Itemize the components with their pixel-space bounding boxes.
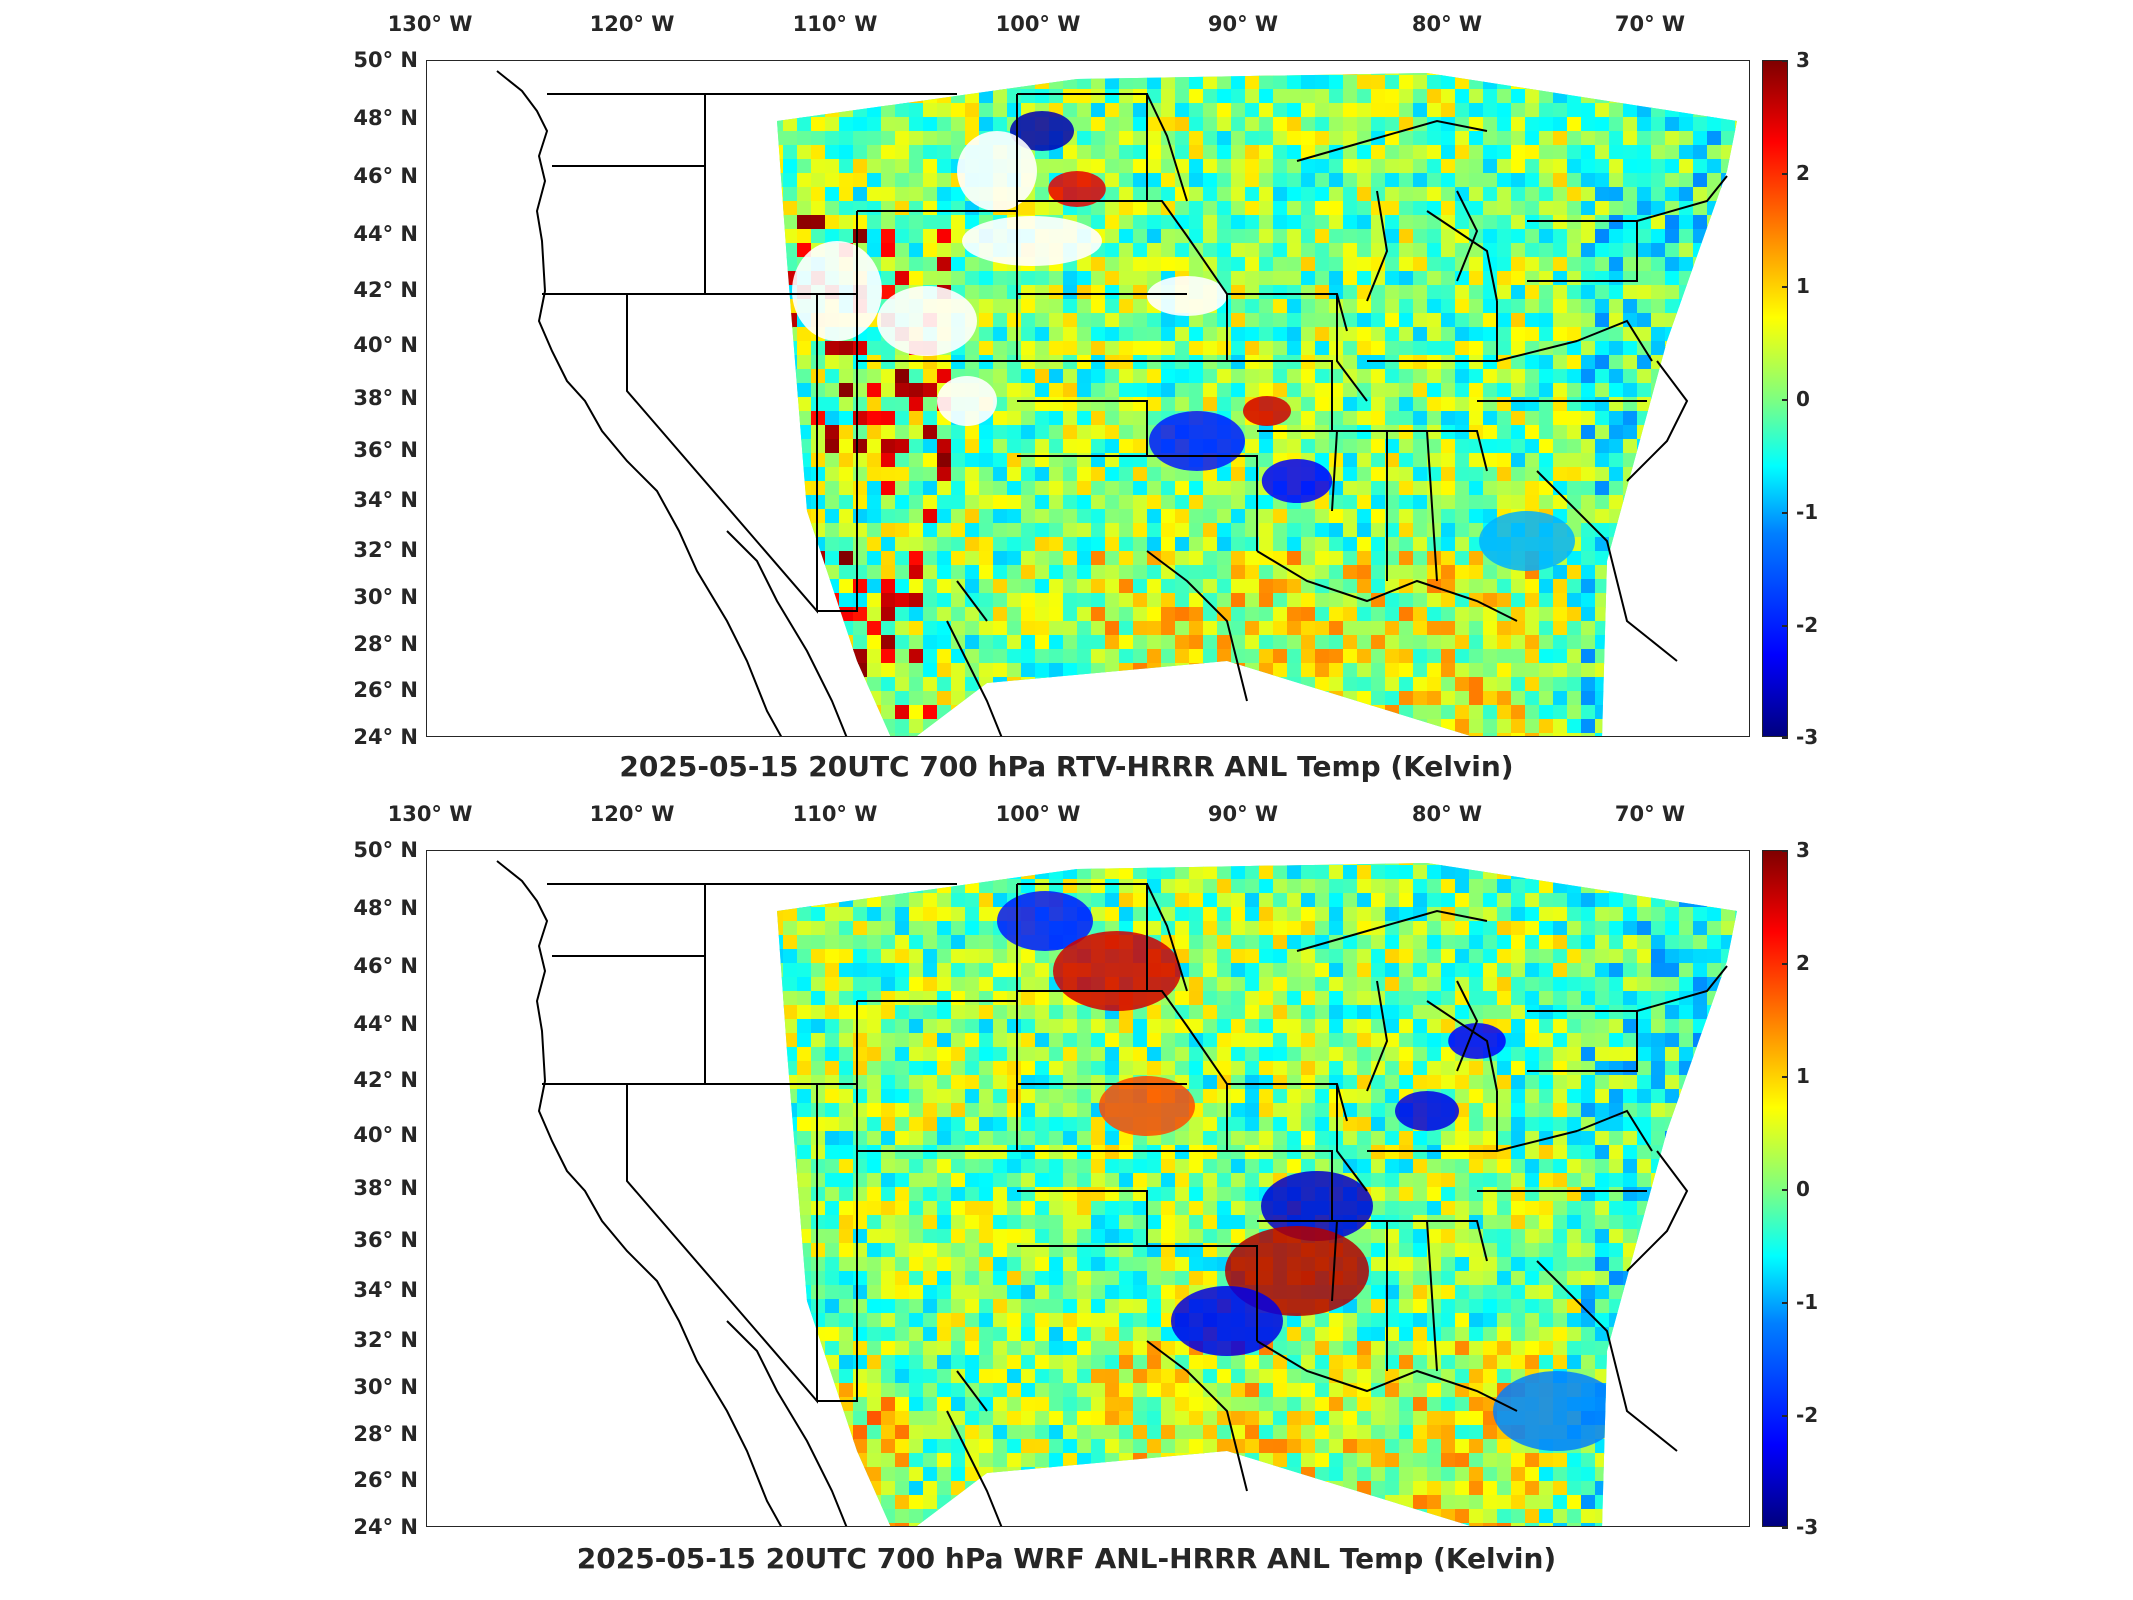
top-colorbar-tick-label: 2 bbox=[1796, 161, 1810, 185]
top-colorbar-tick-label: 1 bbox=[1796, 274, 1810, 298]
bottom-lat-label: 46° N bbox=[353, 954, 418, 978]
top-lat-label: 42° N bbox=[353, 278, 418, 302]
bottom-title: 2025-05-15 20UTC 700 hPa WRF ANL-HRRR AN… bbox=[576, 1542, 1557, 1575]
bottom-colorbar-tick-mark bbox=[1782, 1076, 1788, 1078]
bottom-colorbar-tick-label: -3 bbox=[1796, 1515, 1819, 1539]
top-colorbar-tick-mark bbox=[1782, 625, 1788, 627]
bottom-lon-label: 120° W bbox=[589, 802, 675, 826]
bottom-lon-label: 80° W bbox=[1411, 802, 1483, 826]
top-colorbar-tick-mark bbox=[1782, 60, 1788, 62]
bottom-lat-label: 32° N bbox=[353, 1328, 418, 1352]
top-lat-label: 34° N bbox=[353, 488, 418, 512]
top-colorbar-tick-mark bbox=[1782, 286, 1788, 288]
top-lon-label: 80° W bbox=[1411, 12, 1483, 36]
top-colorbar-tick-mark bbox=[1782, 512, 1788, 514]
top-lat-label: 30° N bbox=[353, 585, 418, 609]
bottom-lat-label: 28° N bbox=[353, 1422, 418, 1446]
top-lat-label: 44° N bbox=[353, 222, 418, 246]
top-colorbar-tick-mark bbox=[1782, 173, 1788, 175]
top-lon-label: 110° W bbox=[792, 12, 878, 36]
bottom-lat-label: 26° N bbox=[353, 1468, 418, 1492]
top-lat-label: 24° N bbox=[353, 725, 418, 749]
top-colorbar-tick-mark bbox=[1782, 737, 1788, 739]
bottom-lat-label: 48° N bbox=[353, 896, 418, 920]
bottom-lat-label: 44° N bbox=[353, 1012, 418, 1036]
bottom-colorbar-tick-mark bbox=[1782, 963, 1788, 965]
top-colorbar-tick-label: 0 bbox=[1796, 387, 1810, 411]
bottom-colorbar-tick-label: 2 bbox=[1796, 951, 1810, 975]
top-panel: 130° W 120° W 110° W 100° W 90° W 80° W 70° W … bbox=[0, 0, 2133, 790]
top-lon-label: 100° W bbox=[995, 12, 1081, 36]
top-lat-label: 50° N bbox=[353, 48, 418, 72]
bottom-colorbar-tick-mark bbox=[1782, 850, 1788, 852]
bottom-lon-label: 130° W bbox=[387, 802, 473, 826]
bottom-lon-label: 100° W bbox=[995, 802, 1081, 826]
bottom-colorbar-tick-label: 1 bbox=[1796, 1064, 1810, 1088]
top-lat-label: 40° N bbox=[353, 333, 418, 357]
bottom-colorbar-tick-mark bbox=[1782, 1527, 1788, 1529]
bottom-colorbar-tick-mark bbox=[1782, 1189, 1788, 1191]
top-lon-label: 120° W bbox=[589, 12, 675, 36]
bottom-lon-label: 70° W bbox=[1614, 802, 1686, 826]
top-map bbox=[426, 60, 1750, 737]
top-colorbar bbox=[1762, 60, 1788, 737]
bottom-lat-label: 36° N bbox=[353, 1228, 418, 1252]
top-lat-label: 36° N bbox=[353, 438, 418, 462]
bottom-colorbar-tick-label: 0 bbox=[1796, 1177, 1810, 1201]
top-lon-label: 70° W bbox=[1614, 12, 1686, 36]
bottom-map-field bbox=[496, 860, 1737, 1526]
bottom-colorbar-tick-label: -2 bbox=[1796, 1403, 1819, 1427]
bottom-colorbar-tick-label: 3 bbox=[1796, 838, 1810, 862]
top-colorbar-tick-label: -1 bbox=[1796, 500, 1819, 524]
top-lat-label: 28° N bbox=[353, 632, 418, 656]
bottom-lon-label: 90° W bbox=[1207, 802, 1279, 826]
top-lat-label: 46° N bbox=[353, 164, 418, 188]
bottom-lat-label: 42° N bbox=[353, 1068, 418, 1092]
bottom-lat-label: 38° N bbox=[353, 1176, 418, 1200]
top-lat-label: 38° N bbox=[353, 386, 418, 410]
bottom-colorbar bbox=[1762, 850, 1788, 1527]
bottom-lat-label: 30° N bbox=[353, 1375, 418, 1399]
bottom-colorbar-tick-mark bbox=[1782, 1302, 1788, 1304]
top-map-field bbox=[496, 70, 1737, 736]
top-lat-label: 32° N bbox=[353, 538, 418, 562]
top-lat-label: 26° N bbox=[353, 678, 418, 702]
bottom-lat-label: 40° N bbox=[353, 1123, 418, 1147]
top-colorbar-tick-mark bbox=[1782, 399, 1788, 401]
bottom-lon-label: 110° W bbox=[792, 802, 878, 826]
bottom-colorbar-tick-mark bbox=[1782, 1415, 1788, 1417]
bottom-colorbar-tick-label: -1 bbox=[1796, 1290, 1819, 1314]
top-lon-label: 90° W bbox=[1207, 12, 1279, 36]
top-colorbar-tick-label: -3 bbox=[1796, 725, 1819, 749]
bottom-lat-label: 50° N bbox=[353, 838, 418, 862]
top-lat-label: 48° N bbox=[353, 106, 418, 130]
top-colorbar-tick-label: -2 bbox=[1796, 613, 1819, 637]
bottom-lat-label: 24° N bbox=[353, 1515, 418, 1539]
bottom-panel: 130° W 120° W 110° W 100° W 90° W 80° W 70° W … bbox=[0, 790, 2133, 1600]
bottom-lat-label: 34° N bbox=[353, 1278, 418, 1302]
top-lon-label: 130° W bbox=[387, 12, 473, 36]
bottom-map bbox=[426, 850, 1750, 1527]
top-title: 2025-05-15 20UTC 700 hPa RTV-HRRR ANL Te… bbox=[619, 750, 1514, 783]
top-colorbar-tick-label: 3 bbox=[1796, 48, 1810, 72]
